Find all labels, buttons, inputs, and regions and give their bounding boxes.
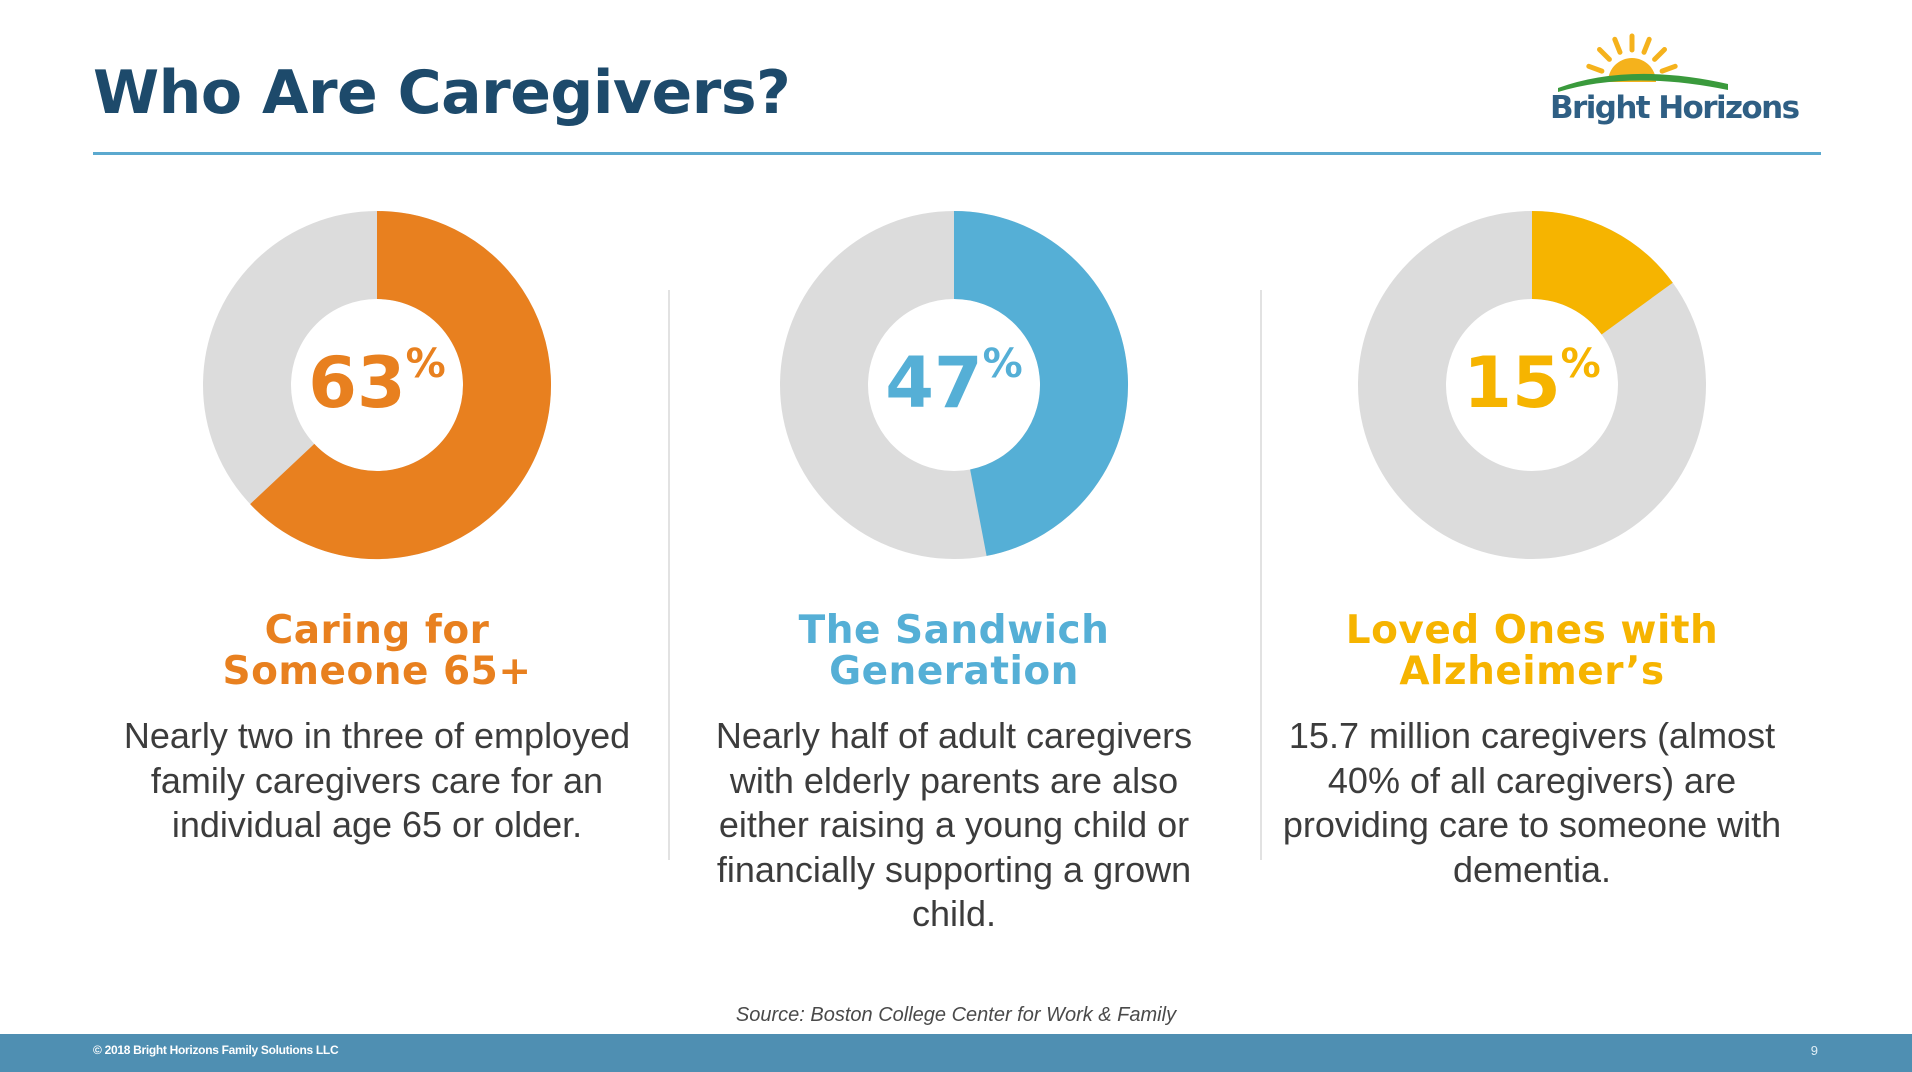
column-divider-1 xyxy=(668,290,670,860)
column-divider-2 xyxy=(1260,290,1262,860)
title-rule xyxy=(93,152,1821,155)
heading-line-1: The Sandwich xyxy=(798,608,1110,653)
stat-heading: The Sandwich Generation xyxy=(674,610,1234,692)
percent-sign: % xyxy=(983,341,1023,387)
heading-line-2: Someone 65+ xyxy=(222,649,532,694)
sun-ray xyxy=(1659,63,1678,74)
donut-chart-1: 63% xyxy=(203,211,551,559)
donut-value-arc xyxy=(1530,211,1673,336)
stat-value: 15 xyxy=(1463,342,1560,424)
stat-panel-2: 47% The Sandwich Generation Nearly half … xyxy=(674,210,1234,937)
stat-description: 15.7 million caregivers (almost 40% of a… xyxy=(1282,715,1782,890)
sun-ray xyxy=(1612,36,1623,55)
stat-description: Nearly half of adult caregivers with eld… xyxy=(715,715,1193,934)
sun-ray xyxy=(1586,63,1605,74)
sun-ray xyxy=(1597,47,1612,62)
heading-line-1: Caring for xyxy=(264,608,490,653)
sun-ray xyxy=(1652,47,1667,62)
logo-text: Bright Horizons xyxy=(1550,90,1800,126)
donut-chart-3: 15% xyxy=(1358,211,1706,559)
stat-heading: Caring for Someone 65+ xyxy=(97,610,657,692)
heading-line-1: Loved Ones with xyxy=(1345,608,1719,653)
svg-text:47%: 47% xyxy=(885,341,1023,424)
stat-value: 63 xyxy=(308,342,405,424)
footer-bar: © 2018 Bright Horizons Family Solutions … xyxy=(0,1034,1912,1072)
svg-text:63%: 63% xyxy=(308,341,446,424)
slide-title: Who Are Caregivers? xyxy=(93,58,791,128)
sun-ray xyxy=(1641,36,1652,55)
copyright-text: © 2018 Bright Horizons Family Solutions … xyxy=(93,1043,339,1057)
stat-panel-3: 15% Loved Ones with Alzheimer’s 15.7 mil… xyxy=(1252,210,1812,892)
stat-heading: Loved Ones with Alzheimer’s xyxy=(1252,610,1812,692)
stat-panel-1: 63% Caring for Someone 65+ Nearly two in… xyxy=(97,210,657,848)
heading-line-2: Generation xyxy=(829,649,1079,694)
brand-logo: Bright Horizons xyxy=(1538,22,1828,142)
stat-value: 47 xyxy=(885,342,982,424)
sun-icon xyxy=(1558,33,1728,92)
donut-chart-2: 47% xyxy=(780,211,1128,559)
heading-line-2: Alzheimer’s xyxy=(1399,649,1665,694)
percent-sign: % xyxy=(406,341,446,387)
page-number: 9 xyxy=(1810,1043,1818,1058)
svg-text:15%: 15% xyxy=(1463,341,1601,424)
source-note: Source: Boston College Center for Work &… xyxy=(735,1004,1177,1026)
donut-value-arc xyxy=(952,211,1128,556)
stat-description: Nearly two in three of employed family c… xyxy=(123,715,631,845)
percent-sign: % xyxy=(1561,341,1601,387)
donut-value-arc xyxy=(250,211,551,559)
